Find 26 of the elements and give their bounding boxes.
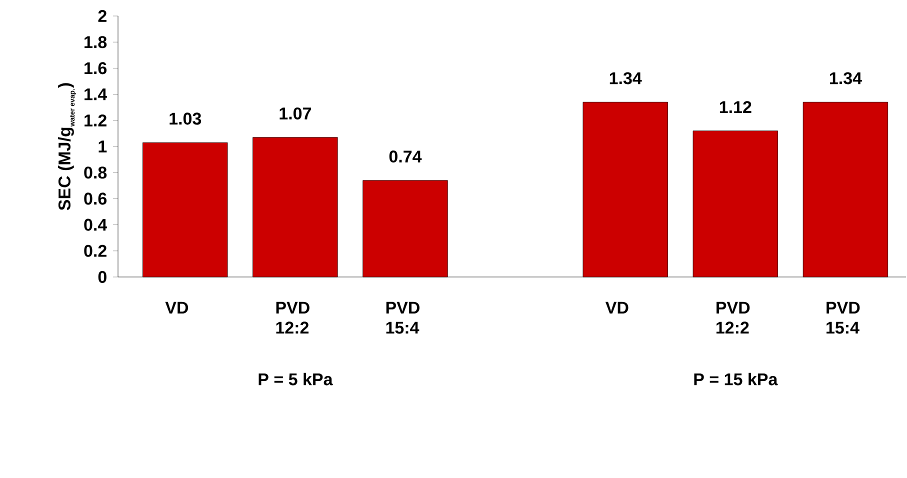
x-tick-label: PVD 12:2 (276, 302, 310, 334)
x-tick-label: PVD 15:4 (386, 302, 420, 334)
y-tick-label: 0.4 (84, 218, 108, 231)
y-tick-label: 1.4 (84, 88, 108, 100)
y-tick-label: 1.2 (84, 114, 106, 126)
x-tick-label: PVD 15:4 (826, 302, 860, 334)
y-axis-title: $\mbox{SEC (MJ/g}_{\mbox{\scriptsize water evap.}}\mbox{)}$ (58, 83, 76, 210)
y-tick-label: 2 (98, 10, 106, 22)
data-label: 0.74 (389, 150, 422, 163)
text: P = 15 kPa (694, 372, 778, 386)
x-tick-label: VD (605, 302, 628, 314)
x-tick-label: PVD 12:2 (716, 302, 750, 334)
data-label: 1.07 (280, 107, 311, 120)
data-label: 1.03 (170, 112, 202, 125)
data-label: 1.34 (830, 72, 862, 84)
data-label: 1.12 (720, 101, 752, 113)
y-tick-label: 1.8 (84, 36, 107, 48)
x-tick-label: VD (165, 302, 188, 314)
y-tick-label: 1.6 (84, 62, 107, 74)
y-tick-label: 0.6 (84, 192, 107, 205)
y-tick-label: 1 (98, 140, 107, 152)
y-tick-label: 0 (98, 270, 106, 284)
y-tick-label: 0.2 (84, 244, 106, 257)
text: P = 5 kPa (258, 372, 333, 386)
y-tick-label: 0.8 (84, 166, 107, 179)
data-label: 1.34 (610, 72, 642, 84)
